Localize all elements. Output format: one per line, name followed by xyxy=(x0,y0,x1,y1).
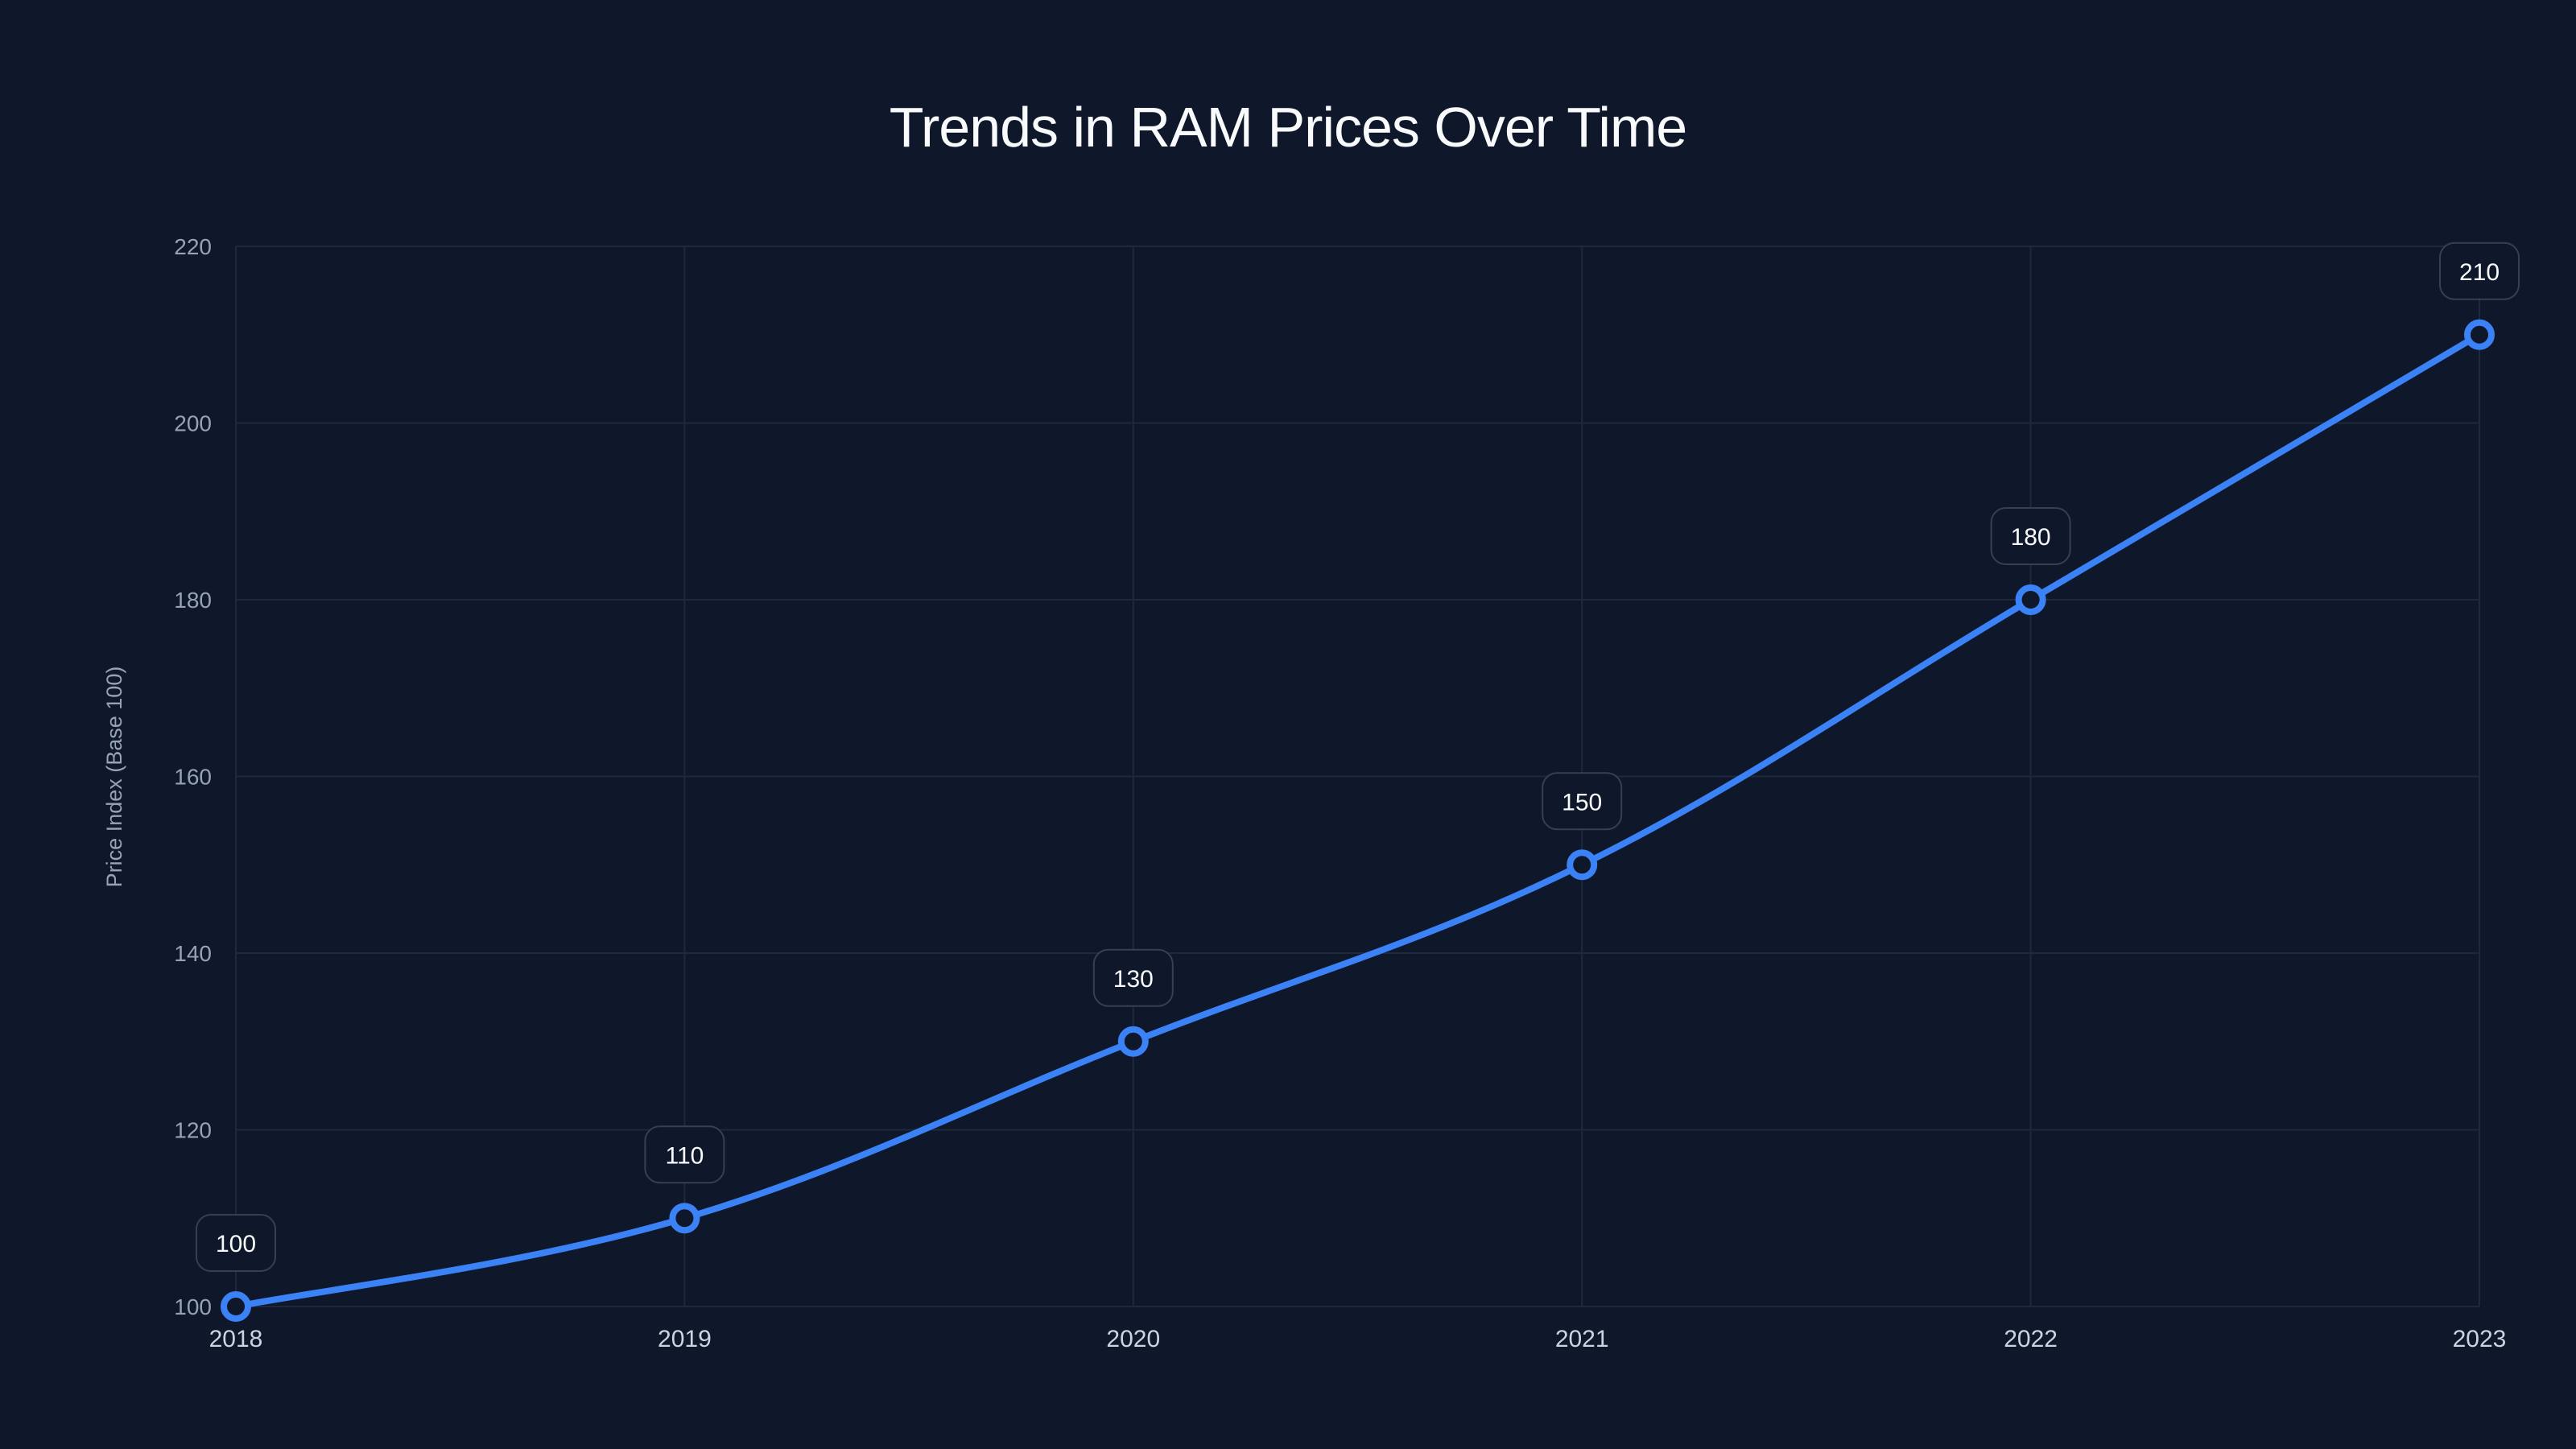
data-point-marker[interactable] xyxy=(2015,584,2046,615)
y-tick-label: 120 xyxy=(174,1118,212,1143)
data-label-value: 110 xyxy=(665,1142,704,1169)
data-label-value: 150 xyxy=(1562,789,1602,815)
data-label-box xyxy=(644,1125,725,1184)
data-label-value: 210 xyxy=(2459,259,2500,286)
y-tick-label: 140 xyxy=(174,941,212,966)
data-label-box xyxy=(196,1214,276,1272)
y-tick-label: 200 xyxy=(174,411,212,436)
x-tick-label: 2023 xyxy=(2453,1326,2507,1352)
chart-title: Trends in RAM Prices Over Time xyxy=(889,96,1687,159)
data-point-marker[interactable] xyxy=(2464,319,2495,350)
x-axis-ticks: 2018 2019 2020 2021 2022 2023 xyxy=(209,1326,2507,1352)
y-axis-ticks: 100 120 140 160 180 200 220 xyxy=(174,234,212,1319)
y-tick-label: 100 xyxy=(174,1294,212,1319)
data-label-box xyxy=(1542,772,1623,831)
data-label-value: 180 xyxy=(2011,524,2051,551)
series-line xyxy=(233,331,2483,1310)
y-tick-label: 180 xyxy=(174,588,212,613)
x-tick-label: 2022 xyxy=(2004,1326,2058,1352)
x-tick-label: 2019 xyxy=(658,1326,712,1352)
data-point-marker[interactable] xyxy=(1117,1026,1149,1057)
data-point-marker[interactable] xyxy=(221,1291,251,1322)
x-tick-label: 2018 xyxy=(209,1326,263,1352)
data-label-box xyxy=(2439,242,2520,300)
data-point-marker[interactable] xyxy=(1567,849,1598,881)
data-label-value: 130 xyxy=(1113,966,1154,993)
y-tick-label: 160 xyxy=(174,765,212,790)
y-axis-label: Price Index (Base 100) xyxy=(102,667,126,888)
data-label-box xyxy=(1990,507,2071,565)
data-label-value: 100 xyxy=(216,1231,256,1257)
data-labels: 100 110 130 150 180 210 xyxy=(196,242,2520,1272)
x-tick-label: 2020 xyxy=(1106,1326,1160,1352)
grid-lines xyxy=(235,246,2480,1307)
data-points xyxy=(221,319,2495,1322)
data-label-box xyxy=(1092,948,1174,1007)
data-point-marker[interactable] xyxy=(669,1203,700,1234)
y-tick-label: 220 xyxy=(174,234,212,259)
x-tick-label: 2021 xyxy=(1555,1326,1609,1352)
